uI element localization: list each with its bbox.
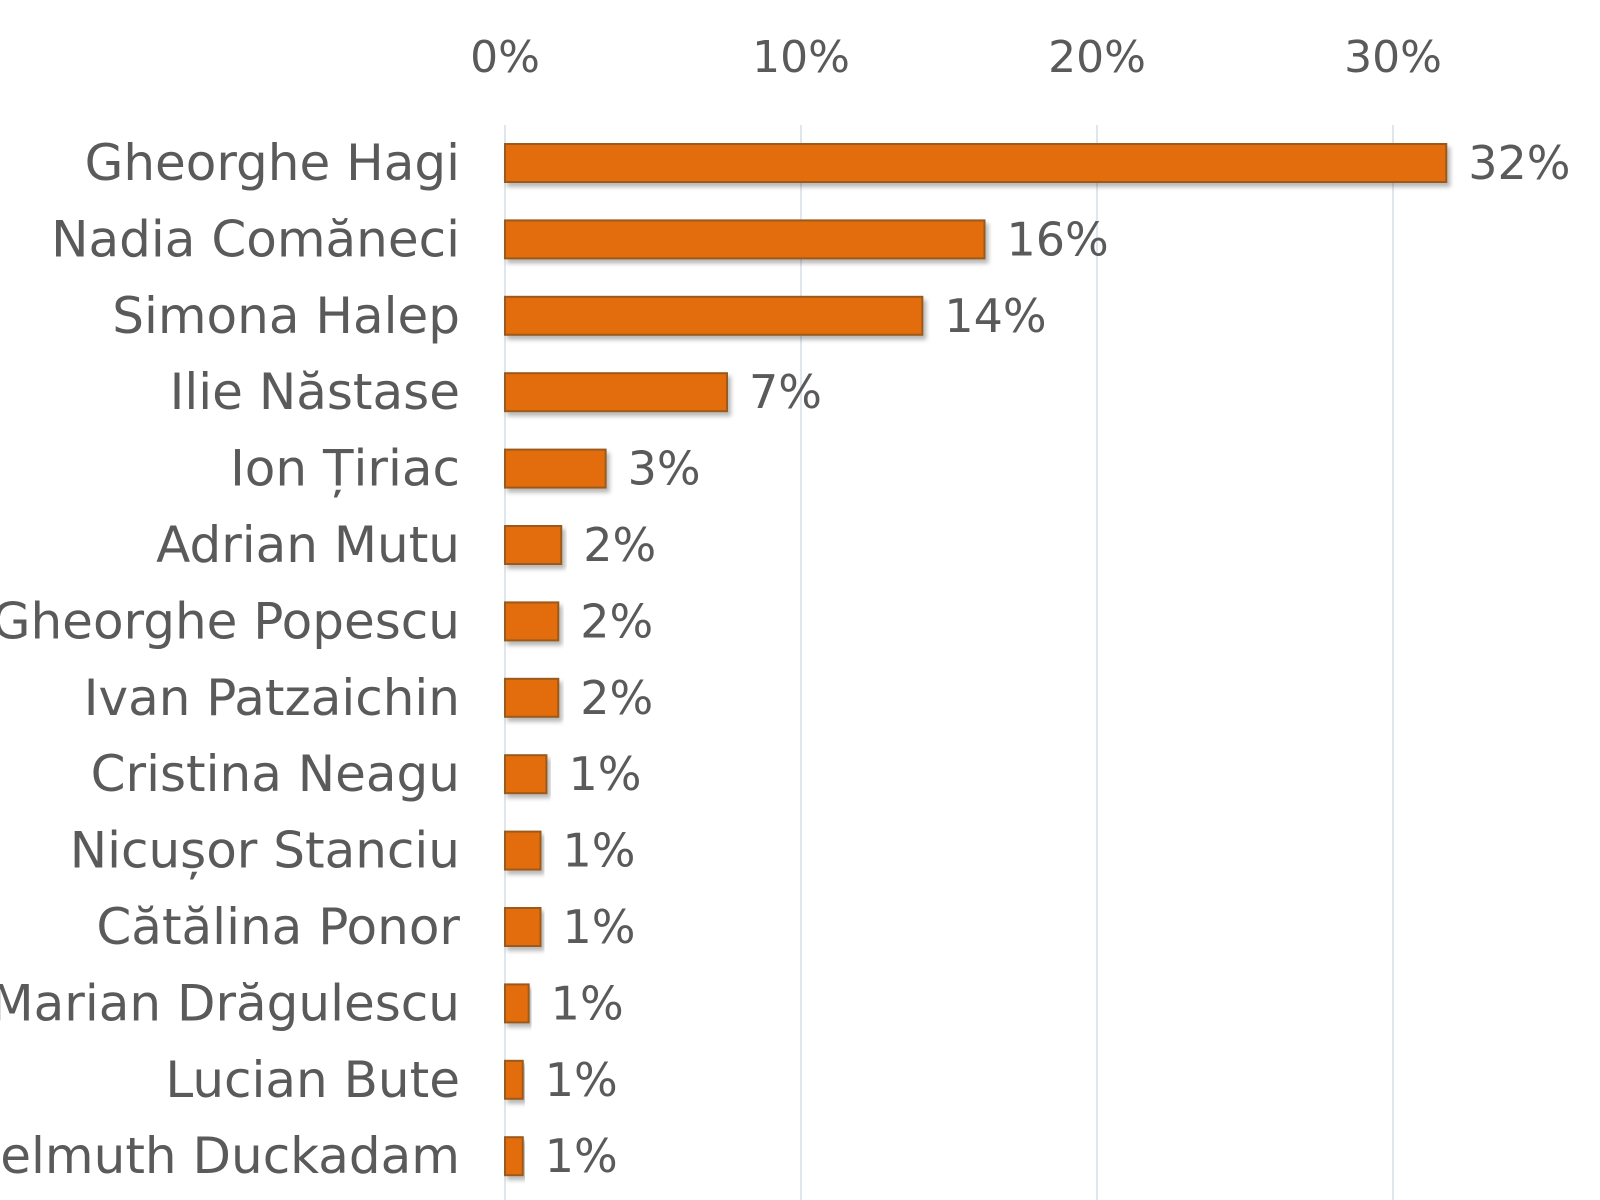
data-label: 14% [944,289,1046,343]
x-tick-label: 30% [1344,32,1442,83]
category-label: Nicușor Stanciu [70,822,460,880]
data-label: 2% [583,518,656,572]
data-label: 16% [1007,212,1109,266]
category-label: Ilie Năstase [170,363,460,421]
category-label: Nadia Comăneci [51,210,460,268]
bar-3 [504,372,728,413]
x-axis-ticks: 0% 10% 20% 30% [470,32,1442,83]
category-label: Ion Țiriac [230,440,460,498]
data-labels: 32% 16% 14% 7% 3% 2% 2% 2% 1% 1% 1% 1% 1% 1% [545,136,1571,1183]
category-label: Gheorghe Hagi [85,134,460,192]
x-tick-label: 10% [752,32,850,83]
category-label: Cristina Neagu [91,745,460,803]
bar-10 [504,907,542,947]
bar-13 [504,1136,524,1177]
bar-6 [504,601,560,642]
category-label: Gheorghe Popescu [0,592,460,650]
data-label: 1% [545,1129,618,1183]
bar-5 [504,525,563,565]
category-label: Simona Halep [112,287,460,345]
x-tick-label: 20% [1048,32,1146,83]
data-label: 2% [580,671,653,725]
bar-12 [504,1059,524,1100]
data-label: 32% [1468,136,1570,190]
category-label: Lucian Bute [165,1051,460,1109]
data-label: 7% [749,365,822,419]
data-label: 1% [551,976,624,1030]
bar-11 [504,983,530,1024]
bars [504,143,1448,1177]
data-label: 1% [568,747,641,801]
category-label: Helmuth Duckadam [0,1127,460,1185]
bar-8 [504,754,548,795]
x-tick-label: 0% [470,32,540,83]
data-label: 3% [628,442,701,496]
bar-1 [504,219,986,260]
bar-2 [504,295,924,336]
data-label: 1% [563,900,636,954]
data-label: 1% [563,824,636,878]
category-label: Ivan Patzaichin [84,669,460,727]
category-labels: Gheorghe Hagi Nadia Comăneci Simona Halep I… [0,134,460,1185]
category-label: Marian Drăgulescu [0,974,460,1032]
gridlines [504,125,1394,1200]
data-label: 2% [580,594,653,648]
category-label: Cătălina Ponor [96,898,460,956]
bar-7 [504,677,560,718]
data-label: 1% [545,1053,618,1107]
bar-0 [504,143,1448,183]
category-label: Adrian Mutu [156,516,460,574]
bar-4 [504,448,607,489]
bar-9 [504,830,542,871]
